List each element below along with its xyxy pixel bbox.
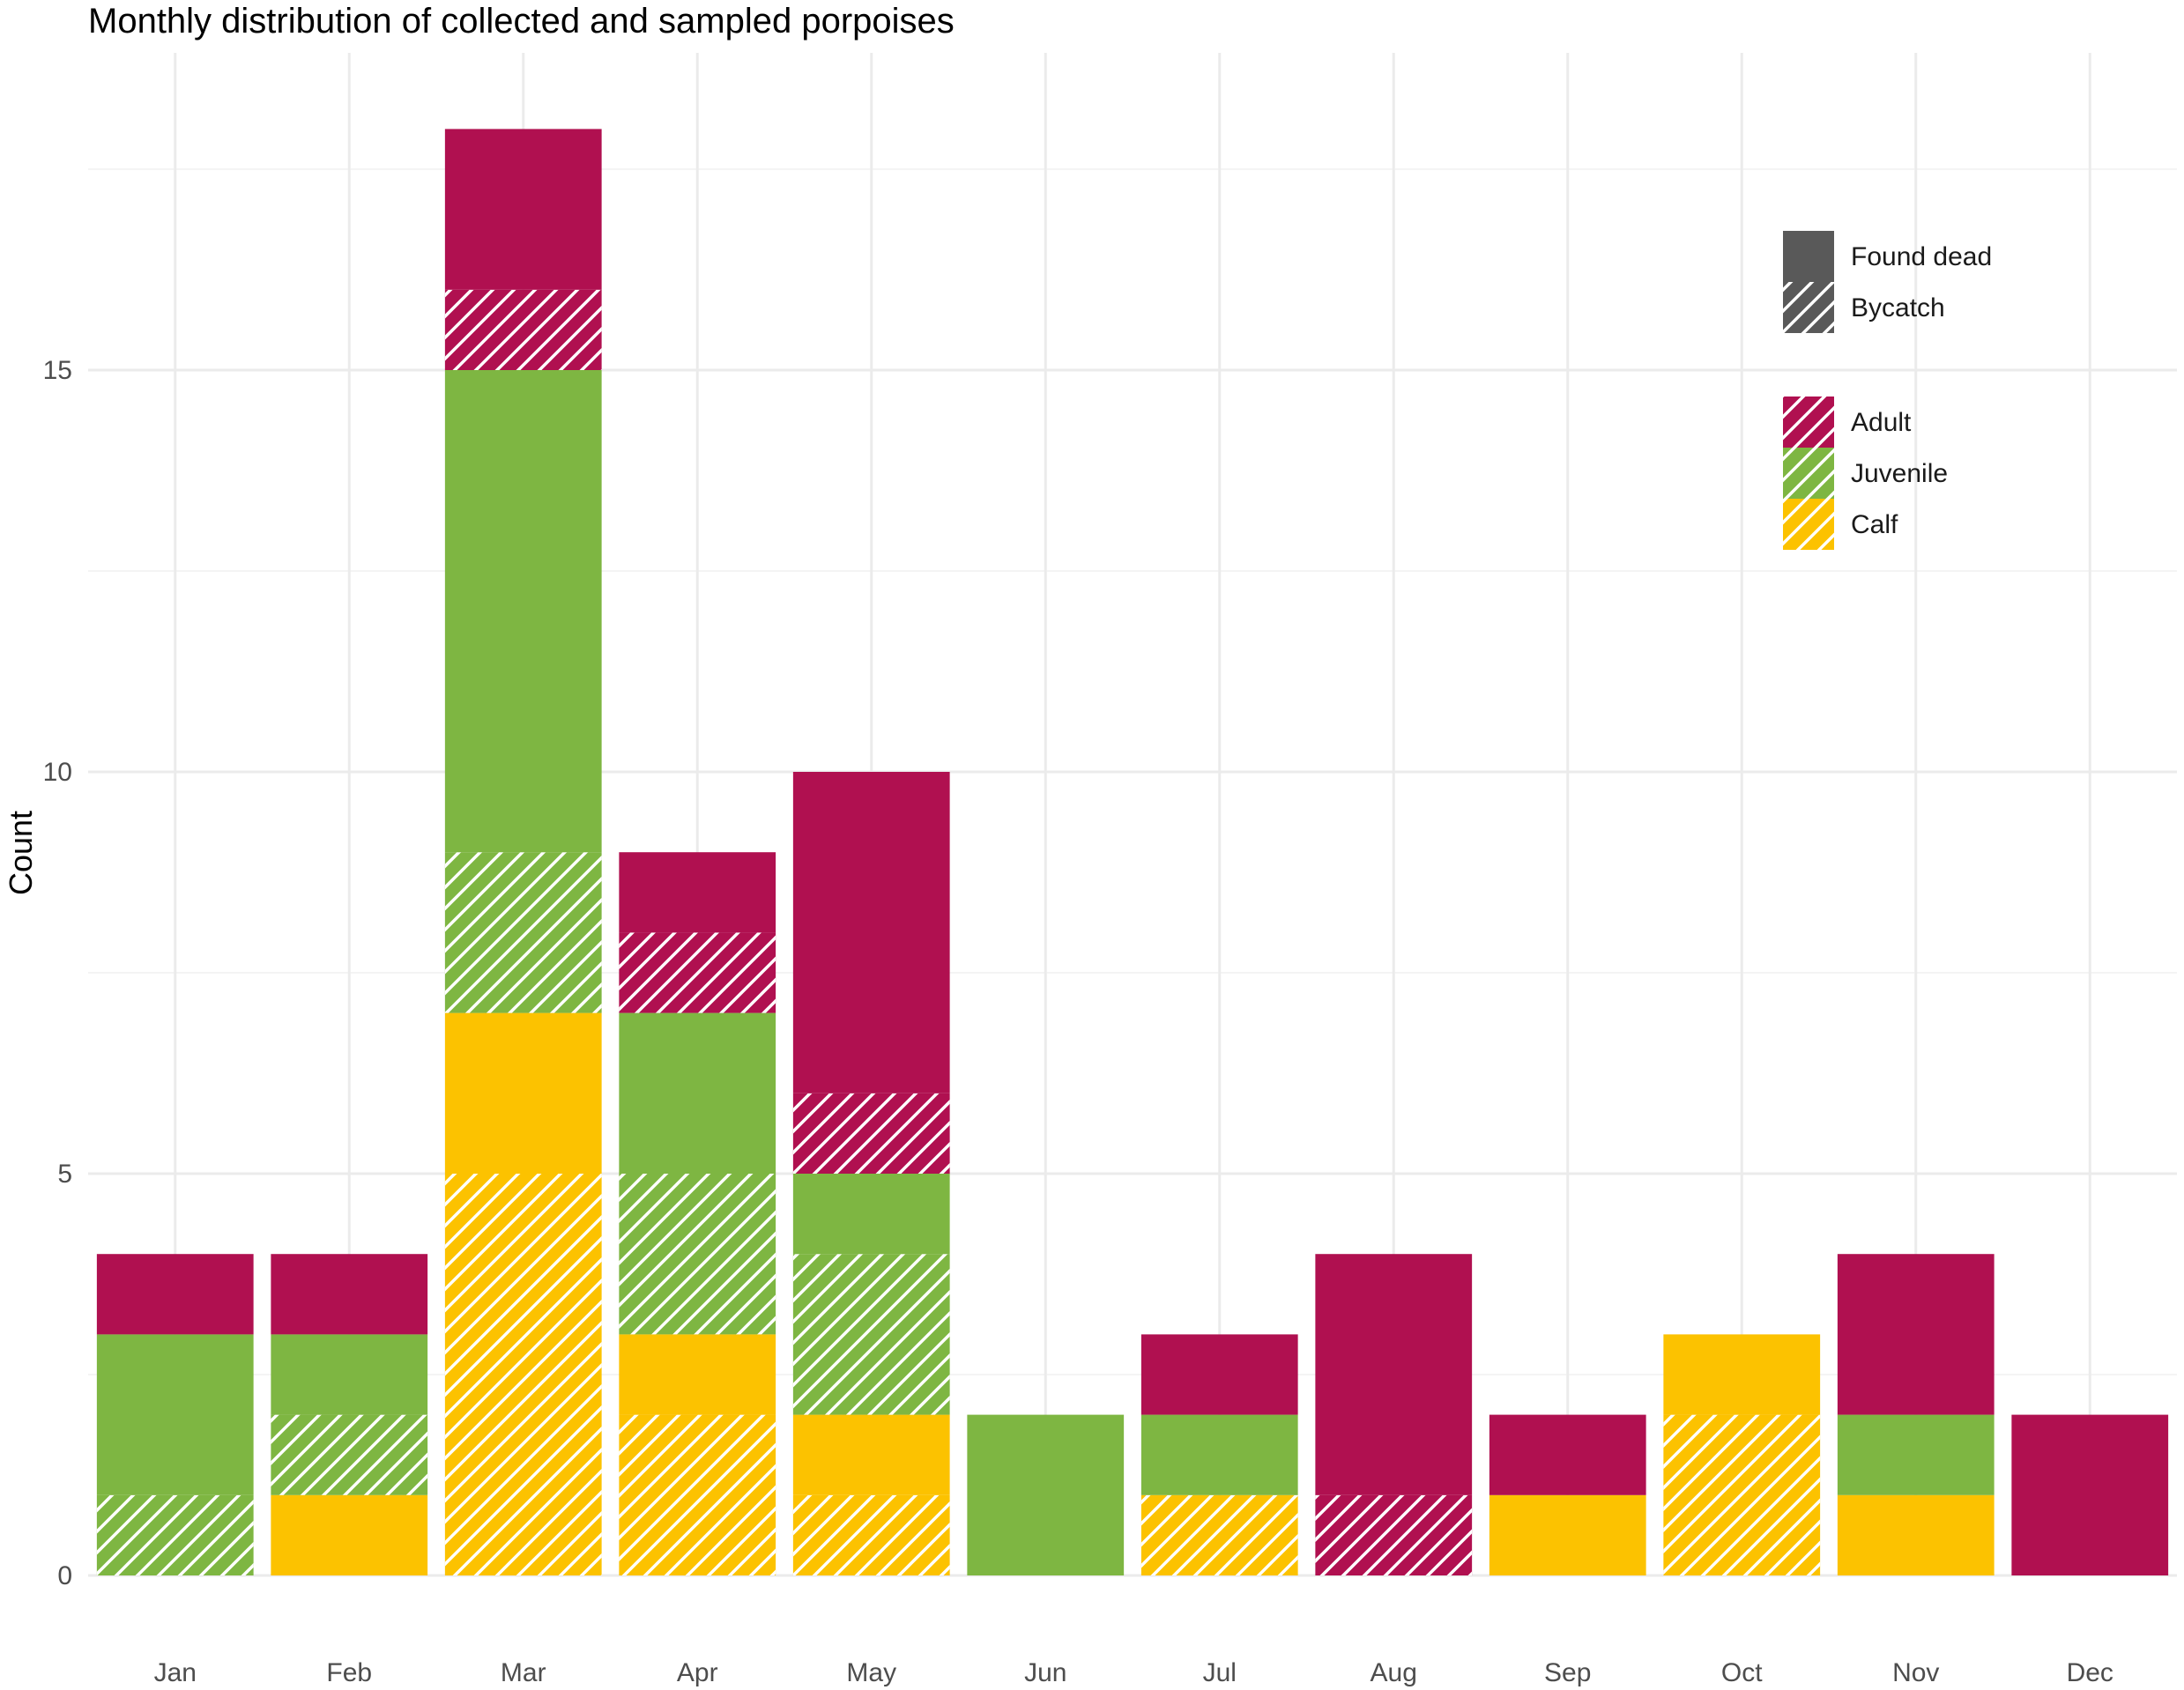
bar-segment-apr-adult-found-dead: [619, 852, 776, 933]
y-tick-label: 5: [57, 1160, 72, 1189]
bar-segment-jul-juvenile-found-dead: [1140, 1414, 1298, 1495]
bar-hatch-may-juvenile-bycatch: [792, 1254, 950, 1415]
bars: [96, 129, 2169, 1575]
bar-segment-mar-calf-found-dead: [444, 1012, 602, 1174]
x-tick-label: Aug: [1371, 1658, 1417, 1687]
bar-segment-apr-juvenile-found-dead: [619, 1012, 776, 1174]
legend-key-hatch: [1783, 282, 1834, 333]
x-tick-label: Jun: [1024, 1658, 1066, 1687]
legend-key-hatch: [1783, 448, 1834, 499]
bar-segment-mar-juvenile-found-dead: [444, 370, 602, 853]
legend-label: Bycatch: [1851, 293, 1945, 322]
bar-segment-aug-adult-found-dead: [1315, 1254, 1473, 1495]
x-tick-label: Oct: [1721, 1658, 1763, 1687]
bar-segment-apr-calf-found-dead: [619, 1334, 776, 1415]
bar-segment-sep-adult-found-dead: [1489, 1414, 1646, 1495]
bar-segment-may-juvenile-found-dead: [792, 1174, 950, 1255]
bar-segment-may-calf-found-dead: [792, 1414, 950, 1495]
legend-key-found-dead: [1783, 231, 1834, 282]
bar-hatch-jul-calf-bycatch: [1140, 1494, 1298, 1575]
bar-hatch-aug-adult-bycatch: [1315, 1494, 1473, 1575]
y-tick-label: 15: [43, 356, 72, 385]
bar-segment-mar-adult-found-dead: [444, 129, 602, 290]
y-tick-label: 0: [57, 1561, 72, 1590]
x-tick-label: Feb: [326, 1658, 372, 1687]
legend-label: Juvenile: [1851, 459, 1948, 488]
x-tick-label: Sep: [1544, 1658, 1591, 1687]
legend-key-hatch: [1783, 499, 1834, 550]
bar-hatch-may-calf-bycatch: [792, 1494, 950, 1575]
bar-segment-nov-juvenile-found-dead: [1837, 1414, 1995, 1495]
bar-hatch-may-adult-bycatch: [792, 1093, 950, 1174]
bar-segment-jan-adult-found-dead: [96, 1254, 254, 1335]
legend-label: Found dead: [1851, 242, 1992, 271]
bar-hatch-apr-calf-bycatch: [619, 1414, 776, 1575]
bar-segment-may-adult-found-dead: [792, 772, 950, 1093]
axis-ticks: 0 5 10 15 Jan Feb Mar Apr May Jun Jul Aug Sep Oct Nov D…: [43, 356, 2113, 1687]
bar-segment-sep-calf-found-dead: [1489, 1494, 1646, 1575]
x-tick-label: Jan: [154, 1658, 197, 1687]
bar-segment-jul-adult-found-dead: [1140, 1334, 1298, 1415]
bar-hatch-jan-juvenile-bycatch: [96, 1494, 254, 1575]
bar-segment-feb-calf-found-dead: [271, 1494, 428, 1575]
x-tick-label: Apr: [677, 1658, 718, 1687]
x-tick-label: Nov: [1892, 1658, 1939, 1687]
x-tick-label: May: [846, 1658, 896, 1687]
x-tick-label: Mar: [501, 1658, 546, 1687]
legend-key-hatch: [1783, 397, 1834, 448]
bar-segment-jun-juvenile-found-dead: [967, 1414, 1125, 1575]
bar-segment-feb-adult-found-dead: [271, 1254, 428, 1335]
x-tick-label: Jul: [1203, 1658, 1237, 1687]
bar-segment-nov-adult-found-dead: [1837, 1254, 1995, 1415]
bar-segment-jan-juvenile-found-dead: [96, 1334, 254, 1495]
y-tick-label: 10: [43, 758, 72, 787]
bar-segment-oct-calf-found-dead: [1663, 1334, 1821, 1415]
bar-segment-nov-calf-found-dead: [1837, 1494, 1995, 1575]
legend-label: Adult: [1851, 408, 1912, 437]
x-tick-label: Dec: [2067, 1658, 2113, 1687]
bar-hatch-mar-adult-bycatch: [444, 289, 602, 370]
chart-title: Monthly distribution of collected and sa…: [88, 2, 955, 41]
bar-hatch-apr-juvenile-bycatch: [619, 1174, 776, 1335]
y-axis-label: Count: [3, 811, 39, 895]
bar-hatch-mar-calf-bycatch: [444, 1174, 602, 1575]
bar-hatch-apr-adult-bycatch: [619, 932, 776, 1013]
bar-hatch-oct-calf-bycatch: [1663, 1414, 1821, 1575]
bar-hatch-feb-juvenile-bycatch: [271, 1414, 428, 1495]
bar-hatch-mar-juvenile-bycatch: [444, 852, 602, 1013]
bar-segment-feb-juvenile-found-dead: [271, 1334, 428, 1415]
legend: Found dead Bycatch Adult Juvenile Calf: [1783, 231, 1992, 550]
bar-segment-dec-adult-found-dead: [2011, 1414, 2169, 1575]
legend-label: Calf: [1851, 510, 1898, 539]
